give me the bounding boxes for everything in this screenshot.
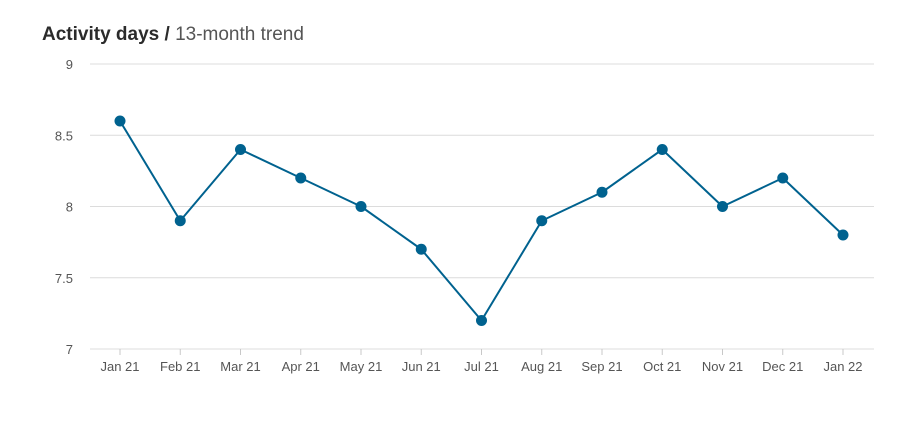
x-tick-label: Jan 22	[823, 359, 862, 374]
x-tick-label: Sep 21	[581, 359, 622, 374]
x-tick-label: Jun 21	[402, 359, 441, 374]
data-point[interactable]	[114, 115, 126, 127]
chart-title-separator: /	[164, 24, 170, 45]
data-point[interactable]	[777, 172, 789, 184]
y-tick-label: 8	[66, 200, 73, 215]
data-point[interactable]	[174, 215, 186, 227]
x-tick-label: Dec 21	[762, 359, 803, 374]
data-point[interactable]	[235, 144, 246, 155]
series-line	[119, 120, 844, 322]
data-point[interactable]	[656, 144, 668, 155]
chart-subtitle: 13-month trend	[175, 24, 304, 45]
x-tick-label: Jan 21	[100, 359, 139, 374]
data-point[interactable]	[717, 201, 728, 212]
x-tick-label: May 21	[340, 359, 383, 374]
y-tick-label: 8.5	[55, 128, 73, 143]
x-tick-label: Aug 21	[521, 359, 562, 374]
chart-title: Activity days / 13-month trend	[42, 24, 304, 46]
x-axis: Jan 21 Feb 21 Mar 21 Apr 21 May 21 Jun 21 Jul …	[100, 349, 863, 374]
x-tick-label: Apr 21	[282, 359, 320, 374]
data-point[interactable]	[355, 201, 367, 212]
series-layer	[114, 115, 849, 326]
data-point[interactable]	[476, 315, 487, 326]
x-tick-label: Jul 21	[464, 359, 499, 374]
data-point[interactable]	[837, 229, 849, 241]
data-point[interactable]	[536, 215, 548, 227]
x-tick-label: Feb 21	[160, 359, 200, 374]
y-tick-label: 9	[66, 57, 73, 72]
y-tick-label: 7	[66, 342, 73, 357]
y-tick-label: 7.5	[55, 271, 73, 286]
x-tick-label: Nov 21	[702, 359, 743, 374]
data-point[interactable]	[415, 243, 427, 255]
x-tick-label: Mar 21	[220, 359, 260, 374]
y-axis: 7 7.5 8 8.5 9	[55, 57, 73, 357]
x-tick-label: Oct 21	[643, 359, 681, 374]
data-point[interactable]	[295, 172, 307, 184]
data-point[interactable]	[596, 186, 608, 198]
grid-layer	[90, 63, 874, 350]
chart-title-main: Activity days	[42, 24, 160, 45]
